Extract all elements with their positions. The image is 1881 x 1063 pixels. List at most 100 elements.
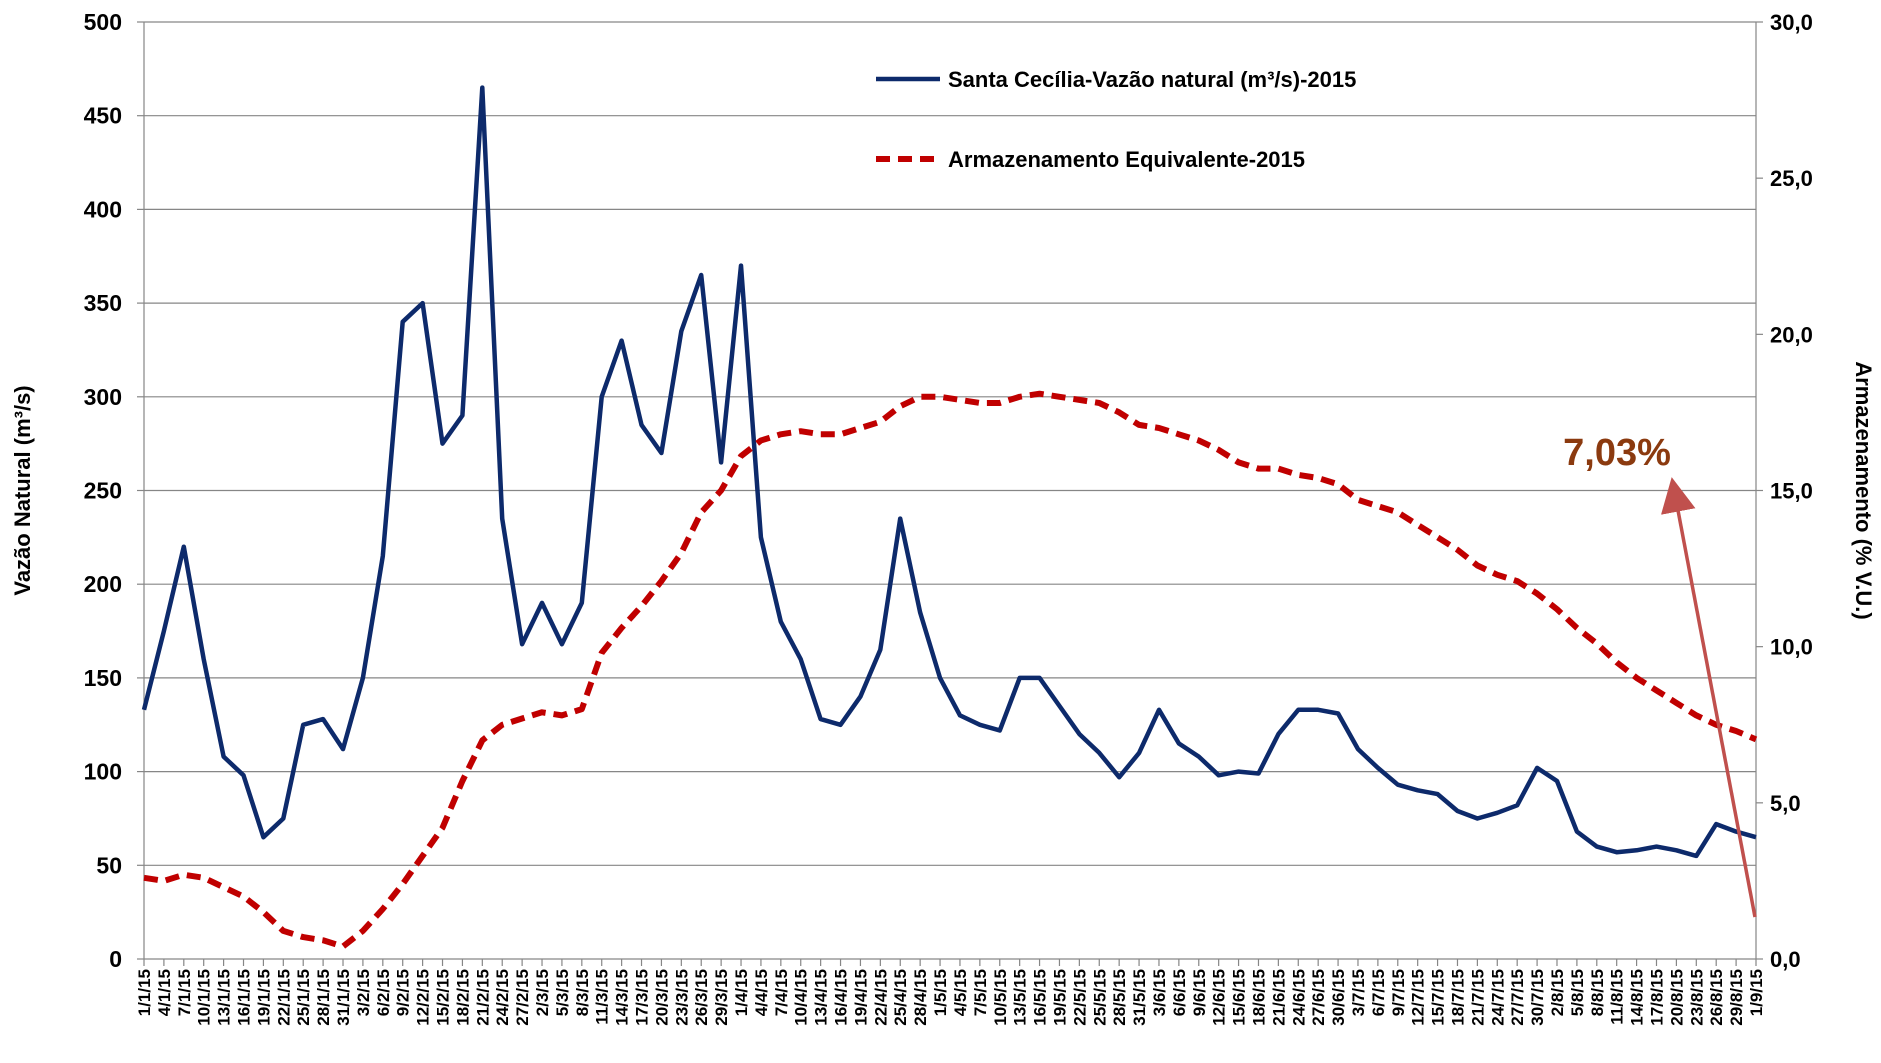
x-tick-label: 24/6/15 xyxy=(1289,969,1308,1026)
x-tick-label: 13/1/15 xyxy=(215,969,234,1026)
x-tick-label: 17/3/15 xyxy=(633,969,652,1026)
x-tick-label: 22/5/15 xyxy=(1070,969,1089,1026)
x-tick-label: 3/2/15 xyxy=(354,969,373,1016)
x-tick-label: 29/8/15 xyxy=(1727,969,1746,1026)
x-tick-label: 1/4/15 xyxy=(732,969,751,1016)
x-tick-label: 6/2/15 xyxy=(374,969,393,1016)
x-tick-label: 7/5/15 xyxy=(971,969,990,1016)
y2-tick-label: 25,0 xyxy=(1770,166,1813,191)
x-tick-label: 17/8/15 xyxy=(1647,969,1666,1026)
x-tick-label: 28/1/15 xyxy=(314,969,333,1026)
x-tick-label: 23/8/15 xyxy=(1687,969,1706,1026)
x-tick-label: 7/1/15 xyxy=(175,969,194,1016)
x-tick-label: 9/6/15 xyxy=(1190,969,1209,1016)
x-tick-label: 10/1/15 xyxy=(195,969,214,1026)
x-tick-label: 8/3/15 xyxy=(573,969,592,1016)
legend-label: Santa Cecília-Vazão natural (m³/s)-2015 xyxy=(948,67,1356,92)
y-tick-label: 300 xyxy=(84,384,122,410)
x-tick-label: 10/5/15 xyxy=(991,969,1010,1026)
y-tick-label: 0 xyxy=(109,946,122,972)
y2-axis-label: Armazenamento (% V.U.) xyxy=(1851,361,1876,619)
x-tick-label: 20/3/15 xyxy=(652,969,671,1026)
x-tick-label: 4/5/15 xyxy=(951,969,970,1016)
x-tick-label: 21/7/15 xyxy=(1468,969,1487,1026)
x-tick-label: 12/2/15 xyxy=(414,969,433,1026)
x-tick-label: 11/3/15 xyxy=(593,969,612,1025)
y2-tick-label: 5,0 xyxy=(1770,791,1801,816)
x-tick-label: 12/6/15 xyxy=(1210,969,1229,1026)
y2-tick-label: 10,0 xyxy=(1770,635,1813,660)
x-tick-label: 8/8/15 xyxy=(1588,969,1607,1016)
x-tick-label: 18/6/15 xyxy=(1249,969,1268,1026)
annotation: 7,03% xyxy=(1563,432,1671,474)
x-tick-label: 7/4/15 xyxy=(772,969,791,1016)
x-tick-label: 27/6/15 xyxy=(1309,969,1328,1026)
x-tick-label: 2/8/15 xyxy=(1548,969,1567,1016)
x-tick-label: 16/1/15 xyxy=(235,969,254,1026)
y-tick-label: 350 xyxy=(84,290,122,316)
x-tick-label: 1/5/15 xyxy=(931,969,950,1016)
x-tick-label: 26/3/15 xyxy=(692,969,711,1026)
series-line xyxy=(141,85,1757,859)
x-tick-label: 9/7/15 xyxy=(1389,969,1408,1016)
y-tick-label: 250 xyxy=(84,478,122,504)
x-tick-label: 4/1/15 xyxy=(155,969,174,1016)
x-tick-label: 22/1/15 xyxy=(274,969,293,1026)
x-tick-label: 30/6/15 xyxy=(1329,969,1348,1026)
x-tick-label: 29/3/15 xyxy=(712,969,731,1026)
y-tick-label: 150 xyxy=(84,665,122,691)
y-tick-label: 200 xyxy=(84,571,122,597)
x-tick-label: 6/7/15 xyxy=(1369,969,1388,1016)
x-tick-label: 12/7/15 xyxy=(1409,969,1428,1026)
y-tick-label: 500 xyxy=(84,9,122,35)
x-tick-label: 19/4/15 xyxy=(851,969,870,1026)
x-tick-label: 31/5/15 xyxy=(1130,969,1149,1026)
x-tick-label: 11/8/15 xyxy=(1608,969,1627,1025)
x-tick-label: 13/4/15 xyxy=(812,969,831,1026)
x-tick-label: 3/7/15 xyxy=(1349,969,1368,1016)
x-tick-label: 18/7/15 xyxy=(1448,969,1467,1026)
y2-tick-label: 30,0 xyxy=(1770,10,1813,35)
x-tick-label: 15/6/15 xyxy=(1230,969,1249,1026)
x-tick-label: 3/6/15 xyxy=(1150,969,1169,1016)
y2-tick-label: 0,0 xyxy=(1770,947,1801,972)
x-tick-label: 30/7/15 xyxy=(1528,969,1547,1026)
y2-tick-label: 20,0 xyxy=(1770,322,1813,347)
x-tick-label: 13/5/15 xyxy=(1011,969,1030,1026)
y2-tick-label: 15,0 xyxy=(1770,479,1813,504)
x-tick-label: 16/4/15 xyxy=(832,969,851,1026)
x-tick-label: 25/1/15 xyxy=(294,969,313,1026)
x-tick-label: 26/8/15 xyxy=(1707,969,1726,1026)
x-tick-label: 25/5/15 xyxy=(1090,969,1109,1026)
legend-label: Armazenamento Equivalente-2015 xyxy=(948,147,1305,172)
x-tick-label: 19/1/15 xyxy=(254,969,273,1026)
x-tick-label: 28/5/15 xyxy=(1110,969,1129,1026)
y-tick-label: 400 xyxy=(84,196,122,222)
x-tick-label: 20/8/15 xyxy=(1667,969,1686,1026)
x-tick-label: 5/8/15 xyxy=(1568,969,1587,1016)
y-tick-label: 450 xyxy=(84,103,122,129)
x-tick-label: 28/4/15 xyxy=(911,969,930,1026)
x-tick-label: 24/7/15 xyxy=(1488,969,1507,1026)
x-tick-label: 1/1/15 xyxy=(135,969,154,1016)
x-tick-label: 18/2/15 xyxy=(453,969,472,1026)
x-tick-label: 4/4/15 xyxy=(752,969,771,1016)
y-axis-label: Vazão Natural (m³/s) xyxy=(10,385,35,595)
x-tick-label: 24/2/15 xyxy=(493,969,512,1026)
x-tick-label: 23/3/15 xyxy=(672,969,691,1026)
x-tick-label: 27/7/15 xyxy=(1508,969,1527,1026)
annotation-arrow xyxy=(1661,477,1757,918)
x-tick-label: 31/1/15 xyxy=(334,969,353,1026)
x-tick-label: 21/2/15 xyxy=(473,969,492,1026)
x-tick-label: 1/9/15 xyxy=(1747,969,1766,1016)
x-tick-label: 15/7/15 xyxy=(1429,969,1448,1026)
y-tick-label: 50 xyxy=(96,852,122,878)
series-line xyxy=(143,390,1758,950)
x-tick-label: 21/6/15 xyxy=(1269,969,1288,1026)
x-tick-label: 14/8/15 xyxy=(1628,969,1647,1026)
x-tick-label: 16/5/15 xyxy=(1031,969,1050,1026)
x-tick-label: 10/4/15 xyxy=(792,969,811,1026)
x-tick-label: 14/3/15 xyxy=(613,969,632,1026)
x-tick-label: 25/4/15 xyxy=(891,969,910,1026)
